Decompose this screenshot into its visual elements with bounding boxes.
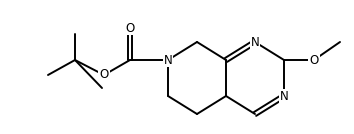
Text: N: N [251, 36, 259, 49]
Text: O: O [99, 68, 109, 81]
Text: O: O [125, 21, 135, 34]
Text: N: N [280, 90, 289, 103]
Text: N: N [164, 53, 172, 66]
Text: O: O [309, 53, 319, 66]
